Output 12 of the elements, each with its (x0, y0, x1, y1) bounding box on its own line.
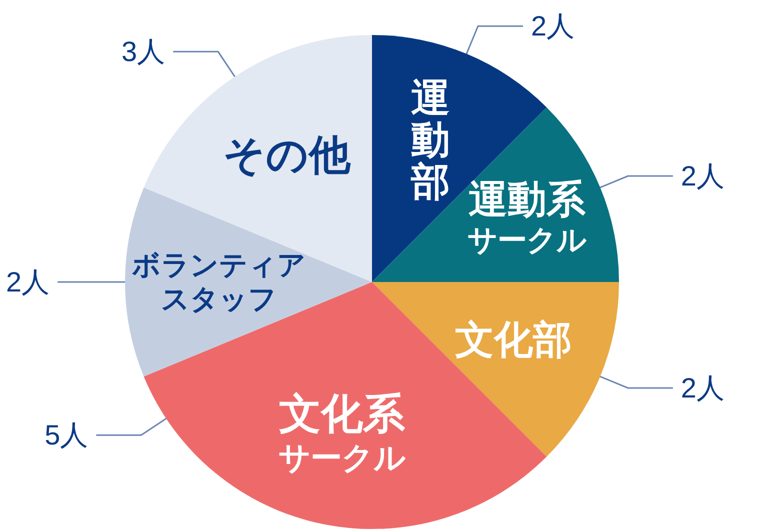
slice-label: ボランティアスタッフ (132, 250, 306, 314)
slice-label: 運動系サークル (468, 178, 587, 258)
slice-label: 文化部 (454, 319, 572, 362)
data-label: 3人 (122, 36, 166, 68)
data-label: 5人 (44, 420, 88, 451)
data-label: 2人 (680, 372, 724, 404)
data-label: 2人 (6, 266, 50, 298)
slice-label: 文化系サークル (278, 390, 406, 476)
data-label: 2人 (531, 10, 575, 42)
slice-label: 運動部 (410, 76, 450, 204)
slice-label: その他 (222, 131, 352, 178)
data-label: 2人 (680, 160, 724, 192)
